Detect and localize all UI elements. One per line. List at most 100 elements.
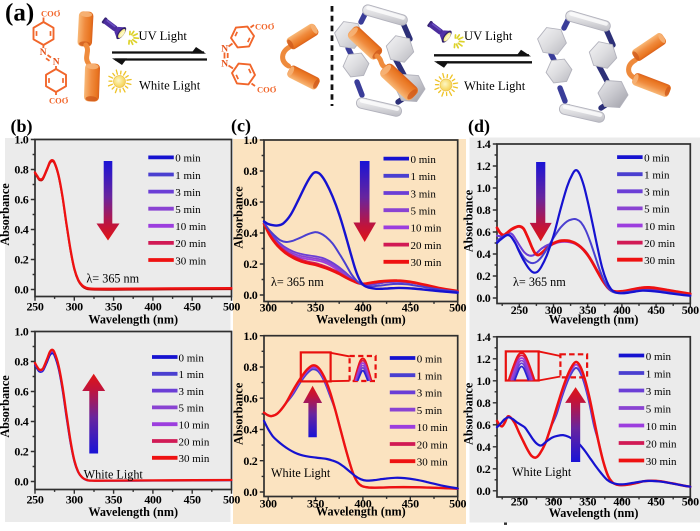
svg-text:1 min: 1 min	[646, 368, 672, 380]
svg-text:20 min: 20 min	[646, 438, 677, 450]
svg-text:0.6: 0.6	[243, 391, 257, 405]
svg-text:0.2: 0.2	[243, 454, 257, 468]
svg-text:λ= 365 nm: λ= 365 nm	[86, 272, 139, 286]
svg-text:N: N	[221, 45, 228, 55]
svg-text:20 min: 20 min	[644, 238, 675, 250]
svg-text:250: 250	[511, 495, 528, 509]
svg-text:White Light: White Light	[512, 465, 572, 479]
svg-text:1.0: 1.0	[476, 181, 490, 195]
svg-text:(a): (a)	[5, 0, 34, 27]
svg-text:3 min: 3 min	[644, 187, 670, 199]
svg-text:1.4: 1.4	[476, 137, 490, 151]
svg-text:White Light: White Light	[84, 468, 144, 482]
svg-text:Wavelength (nm): Wavelength (nm)	[88, 505, 178, 519]
svg-text:0.6: 0.6	[14, 385, 28, 399]
svg-text:30 min: 30 min	[646, 456, 677, 468]
svg-text:450: 450	[184, 493, 201, 507]
svg-text:0.8: 0.8	[243, 164, 257, 178]
svg-text:1.4: 1.4	[476, 330, 490, 344]
svg-text:0.6: 0.6	[476, 418, 490, 432]
svg-text:20 min: 20 min	[417, 439, 448, 451]
svg-text:0.2: 0.2	[476, 462, 490, 476]
svg-text:Absorbance: Absorbance	[232, 382, 246, 445]
svg-text:White Light: White Light	[139, 79, 201, 93]
svg-text:20 min: 20 min	[179, 436, 210, 448]
svg-text:3 min: 3 min	[175, 187, 201, 199]
svg-text:(d): (d)	[468, 116, 490, 137]
svg-text:0.2: 0.2	[14, 253, 28, 267]
svg-text:0.4: 0.4	[243, 423, 257, 437]
svg-text:500: 500	[682, 303, 699, 317]
svg-text:20 min: 20 min	[411, 240, 442, 252]
svg-text:500: 500	[449, 301, 466, 315]
svg-text:1.0: 1.0	[476, 374, 490, 388]
svg-text:0.8: 0.8	[476, 396, 490, 410]
svg-text:450: 450	[648, 495, 665, 509]
svg-text:350: 350	[105, 300, 122, 314]
svg-text:300: 300	[66, 300, 83, 314]
svg-text:3 min: 3 min	[646, 386, 672, 398]
svg-text:0.6: 0.6	[14, 193, 28, 207]
svg-text:0.8: 0.8	[243, 360, 257, 374]
svg-text:λ= 365 nm: λ= 365 nm	[513, 275, 566, 289]
svg-text:500: 500	[223, 493, 240, 507]
svg-text:0.0: 0.0	[243, 485, 257, 499]
svg-text:500: 500	[682, 495, 699, 509]
svg-text:5 min: 5 min	[646, 403, 672, 415]
svg-text:3 min: 3 min	[179, 386, 205, 398]
svg-text:Absorbance: Absorbance	[232, 186, 246, 249]
svg-text:1.0: 1.0	[243, 329, 257, 343]
svg-text:Absorbance: Absorbance	[462, 382, 476, 445]
svg-text:1.0: 1.0	[14, 133, 28, 147]
svg-text:White Light: White Light	[271, 466, 331, 480]
svg-text:UV Light: UV Light	[464, 29, 513, 43]
svg-text:400: 400	[144, 300, 161, 314]
svg-text:5 min: 5 min	[417, 405, 443, 417]
svg-text:1.2: 1.2	[476, 352, 490, 366]
svg-text:White Light: White Light	[464, 79, 526, 93]
svg-text:10 min: 10 min	[411, 223, 442, 235]
svg-text:10 min: 10 min	[179, 420, 210, 432]
svg-text:30 min: 30 min	[175, 255, 206, 267]
svg-text:300: 300	[66, 493, 83, 507]
svg-text:300: 300	[260, 497, 277, 511]
svg-text:0.4: 0.4	[243, 226, 257, 240]
svg-text:0.6: 0.6	[243, 195, 257, 209]
svg-text:10 min: 10 min	[417, 422, 448, 434]
svg-text:0.6: 0.6	[476, 225, 490, 239]
svg-text:0 min: 0 min	[646, 351, 672, 363]
svg-text:450: 450	[648, 303, 665, 317]
svg-text:1 min: 1 min	[179, 369, 205, 381]
svg-text:0 min: 0 min	[411, 154, 437, 166]
svg-text:0.8: 0.8	[14, 355, 28, 369]
svg-text:250: 250	[511, 303, 528, 317]
svg-text:0.2: 0.2	[243, 257, 257, 271]
svg-text:Wavelength (nm): Wavelength (nm)	[549, 506, 639, 520]
svg-text:500: 500	[223, 300, 240, 314]
svg-text:0.4: 0.4	[14, 223, 28, 237]
svg-text:Absorbance: Absorbance	[462, 189, 476, 252]
svg-text:10 min: 10 min	[644, 221, 675, 233]
svg-text:1 min: 1 min	[411, 171, 437, 183]
svg-text:10 min: 10 min	[646, 421, 677, 433]
svg-text:0.4: 0.4	[476, 440, 490, 454]
svg-text:0.2: 0.2	[14, 445, 28, 459]
svg-text:0 min: 0 min	[175, 153, 201, 165]
svg-text:N: N	[53, 58, 60, 68]
svg-text:Wavelength (nm): Wavelength (nm)	[549, 313, 639, 327]
svg-text:1.0: 1.0	[243, 133, 257, 147]
svg-text:N: N	[40, 48, 47, 58]
svg-text:1.2: 1.2	[476, 159, 490, 173]
svg-text:Absorbance: Absorbance	[0, 183, 12, 246]
svg-text:5 min: 5 min	[411, 206, 437, 218]
svg-text:30 min: 30 min	[417, 457, 448, 469]
svg-text:0 min: 0 min	[417, 353, 443, 365]
svg-text:3 min: 3 min	[417, 388, 443, 400]
svg-text:0.8: 0.8	[14, 163, 28, 177]
svg-text:Wavelength (nm): Wavelength (nm)	[316, 505, 406, 519]
svg-text:0.0: 0.0	[14, 283, 28, 297]
svg-text:450: 450	[184, 300, 201, 314]
svg-text:500: 500	[449, 497, 466, 511]
svg-text:5 min: 5 min	[175, 204, 201, 216]
svg-text:1 min: 1 min	[417, 371, 443, 383]
